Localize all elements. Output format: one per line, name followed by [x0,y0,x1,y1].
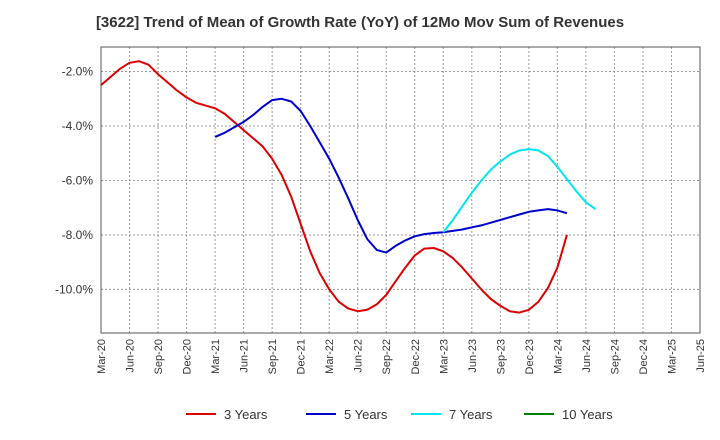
plot-area [100,46,701,334]
x-tick-label: Dec-23 [524,339,536,374]
x-tick-label: Jun-21 [239,339,251,373]
x-tick-label: Jun-24 [581,339,593,373]
x-tick-label: Sep-20 [153,339,165,374]
x-tick-label: Mar-25 [666,339,678,374]
legend-label: 5 Years [344,407,388,422]
x-tick-label: Mar-21 [210,339,222,374]
legend-label: 10 Years [562,407,613,422]
chart-title: [3622] Trend of Mean of Growth Rate (YoY… [95,14,625,31]
x-tick-label: Jun-25 [695,339,707,373]
x-tick-label: Dec-22 [410,339,422,374]
x-tick-label: Sep-23 [495,339,507,374]
series-line-7-years [442,148,596,233]
x-tick-label: Jun-22 [353,339,365,373]
x-tick-label: Mar-20 [96,339,108,374]
y-tick-label: -2.0% [62,65,94,79]
legend-label: 3 Years [224,407,268,422]
x-tick-label: Mar-24 [552,339,564,374]
x-tick-label: Dec-20 [182,339,194,374]
x-tick-label: Mar-23 [438,339,450,374]
x-tick-label: Sep-24 [609,339,621,374]
x-tick-label: Mar-22 [324,339,336,374]
x-tick-label: Dec-24 [638,339,650,374]
x-tick-label: Dec-21 [296,339,308,374]
y-tick-label: -6.0% [62,173,94,187]
y-tick-label: -4.0% [62,119,94,133]
y-tick-label: -10.0% [55,282,93,296]
series-line-5-years [214,97,568,254]
x-tick-label: Sep-21 [267,339,279,374]
x-tick-label: Jun-20 [125,339,137,373]
series-line-3-years [100,60,568,314]
x-tick-label: Sep-22 [381,339,393,374]
legend-label: 7 Years [449,407,493,422]
y-tick-label: -8.0% [62,228,94,242]
x-tick-label: Jun-23 [467,339,479,373]
